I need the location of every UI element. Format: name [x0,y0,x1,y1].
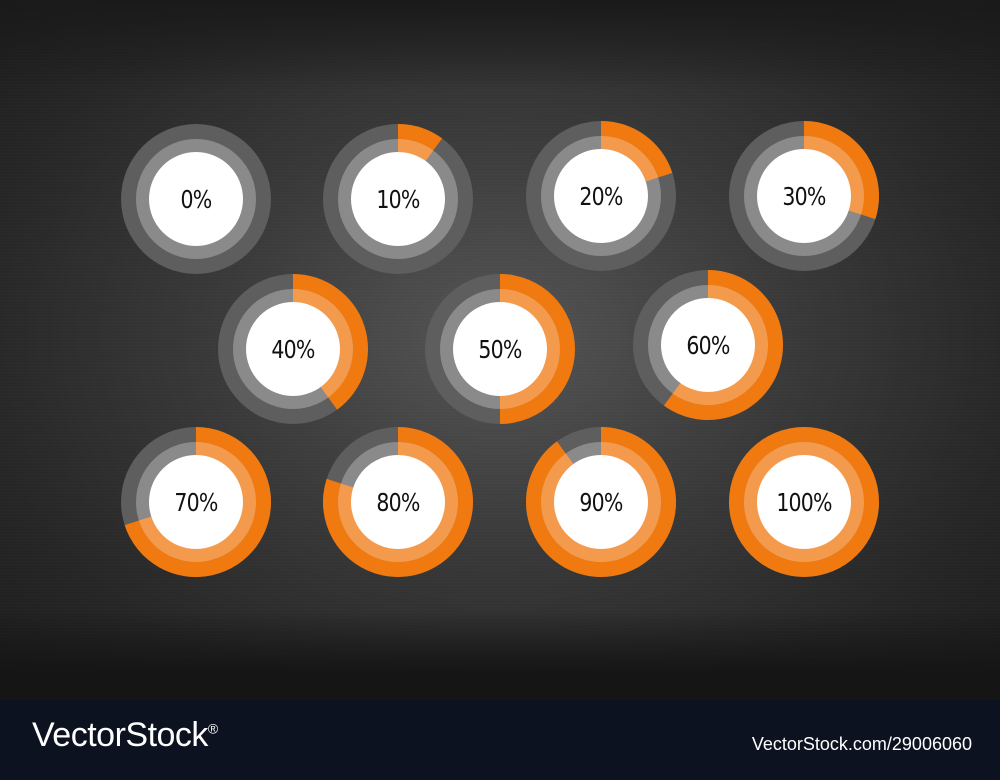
gauge-ring [526,121,676,271]
gauge-ring [121,124,271,274]
gauge-center [351,455,445,549]
progress-gauge: 40% [218,274,368,424]
gauge-percent-label: 0% [180,184,213,214]
top-shadow-band [0,0,1000,90]
gauge-center [149,152,243,246]
gauge-center [351,152,445,246]
gauge-percent-label: 70% [174,487,218,517]
image-id: VectorStock.com/29006060 [751,734,972,754]
gauge-center [661,298,755,392]
progress-gauge: 90% [526,427,676,577]
gauge-center [246,302,340,396]
brand-logo: VectorStock® [32,716,218,755]
gauge-percent-label: 100% [776,487,832,517]
gauge-percent-label: 40% [271,334,315,364]
gauge-ring [729,121,879,271]
progress-gauge: 50% [425,274,575,424]
gauge-ring [323,124,473,274]
footer-bar: VectorStock® VectorStock.com/29006060 [0,700,1000,780]
gauge-percent-label: 20% [579,181,623,211]
gauge-percent-label: 10% [376,184,420,214]
brand-name: VectorStock [32,716,208,754]
progress-gauge: 20% [526,121,676,271]
gauge-ring [121,427,271,577]
gauge-center [554,149,648,243]
progress-gauge: 80% [323,427,473,577]
gauge-ring [633,270,783,420]
artboard: 0% 10% 20% 30% 40% 50% 60% 70% 80% 90% 100% [0,0,1000,700]
gauge-ring [425,274,575,424]
progress-gauge: 70% [121,427,271,577]
gauge-ring [526,427,676,577]
registered-mark: ® [207,720,218,737]
gauge-center [149,455,243,549]
gauge-center [554,455,648,549]
gauge-percent-label: 30% [782,181,826,211]
progress-gauge: 30% [729,121,879,271]
progress-gauge: 60% [633,270,783,420]
gauge-percent-label: 50% [478,334,522,364]
progress-gauge: 10% [323,124,473,274]
gauge-percent-label: 90% [579,487,623,517]
bottom-shadow-band [0,610,1000,700]
gauge-percent-label: 60% [686,330,730,360]
progress-gauge: 0% [121,124,271,274]
gauge-ring [218,274,368,424]
progress-gauge: 100% [729,427,879,577]
gauge-center [757,455,851,549]
gauge-ring [729,427,879,577]
gauge-ring [323,427,473,577]
gauge-percent-label: 80% [376,487,420,517]
gauge-center [757,149,851,243]
gauge-center [453,302,547,396]
